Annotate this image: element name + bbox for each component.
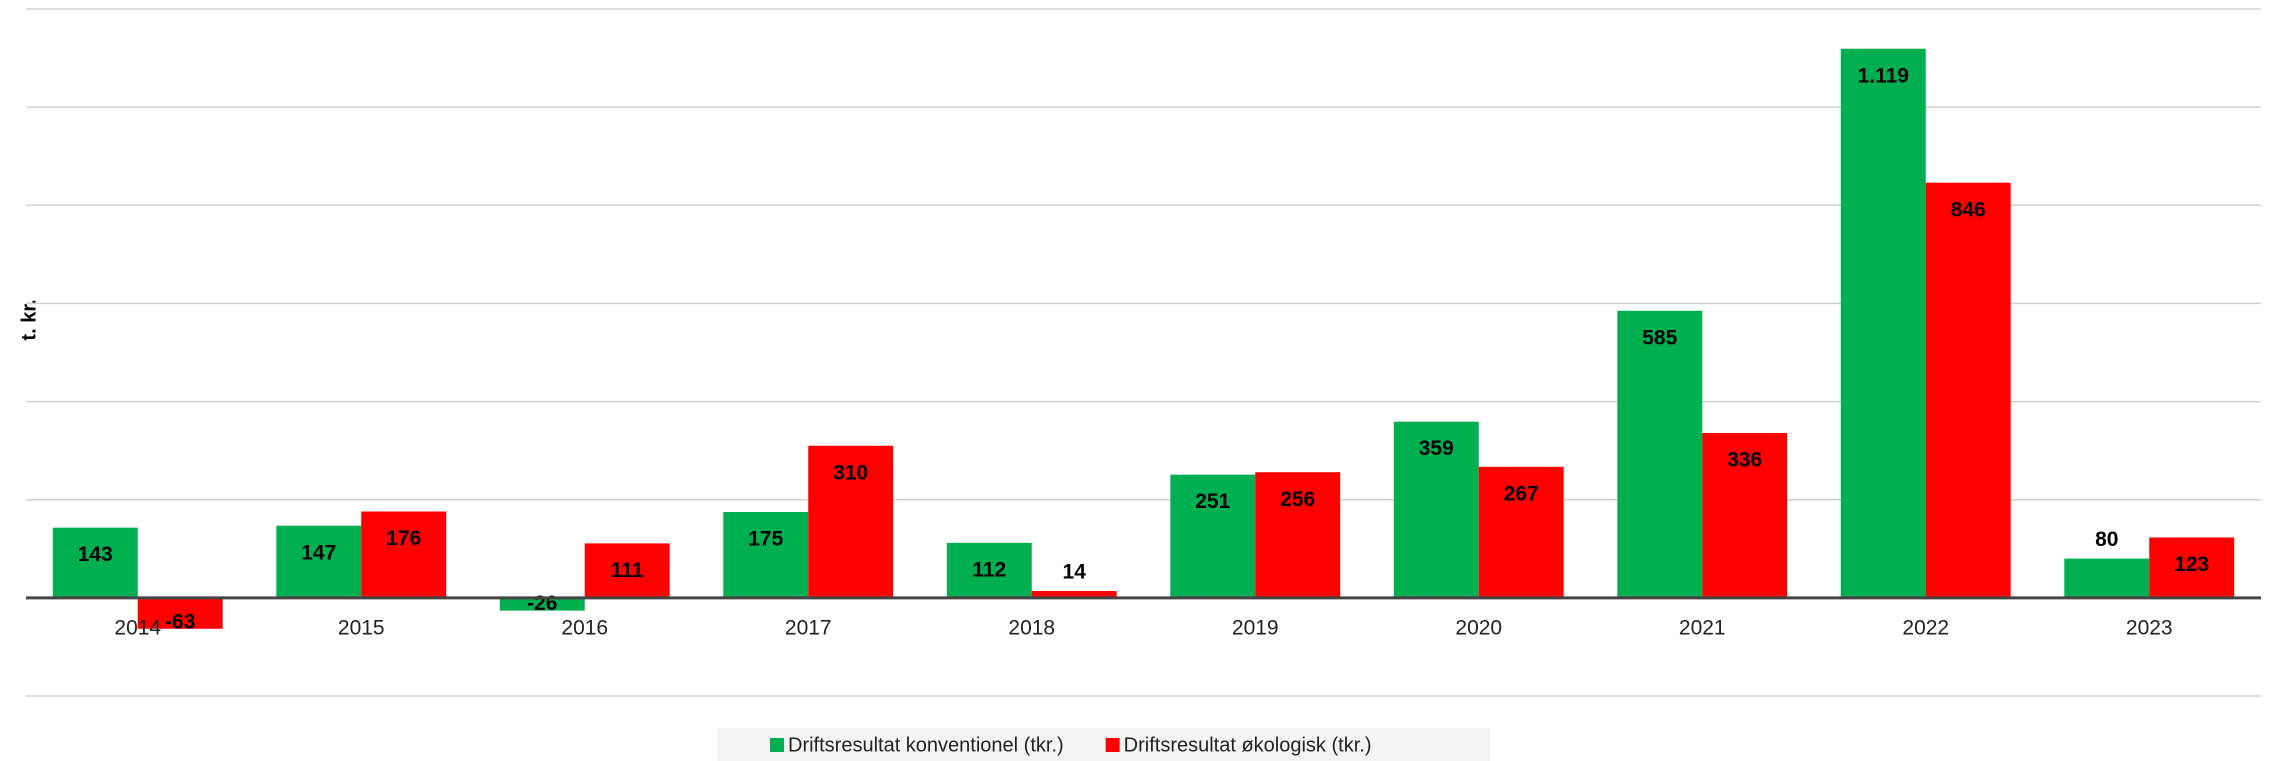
value-label: 336 (1727, 449, 1762, 472)
value-label: 175 (748, 528, 783, 551)
bar (276, 525, 362, 598)
value-label: 112 (972, 558, 1006, 581)
value-label: 310 (833, 461, 868, 484)
bar (2064, 558, 2150, 598)
x-tick-label: 2021 (1679, 617, 1726, 640)
value-label: 846 (1951, 198, 1986, 221)
bar (1617, 310, 1703, 598)
x-tick-label: 2017 (785, 617, 832, 640)
bar (808, 445, 894, 598)
value-label: 111 (611, 559, 644, 582)
bar (1702, 432, 1788, 598)
value-label: -26 (527, 592, 557, 615)
bar (1925, 182, 2011, 598)
value-label: 143 (78, 543, 113, 566)
bar (52, 527, 138, 598)
bar (1170, 474, 1256, 598)
bar (2149, 537, 2235, 598)
x-tick-label: 2019 (1232, 617, 1279, 640)
bar (1478, 466, 1564, 598)
value-label: -63 (165, 610, 195, 633)
legend-swatch (1105, 738, 1120, 752)
bar (137, 597, 223, 629)
value-label: 256 (1280, 488, 1315, 511)
legend-swatch (770, 738, 784, 752)
y-axis-label: t. kr. (18, 299, 40, 340)
value-label: 585 (1642, 326, 1677, 349)
x-tick-label: 2022 (1902, 617, 1949, 640)
x-tick-label: 2020 (1455, 617, 1502, 640)
value-label: 267 (1504, 482, 1539, 505)
x-tick-label: 2014 (114, 617, 161, 640)
bar (361, 511, 447, 598)
legend-label: Driftsresultat konventionel (tkr.) (788, 734, 1064, 756)
legend-label: Driftsresultat økologisk (tkr.) (1124, 734, 1372, 756)
value-label: 14 (1063, 561, 1087, 584)
bar (1840, 48, 1926, 598)
bar (584, 543, 670, 598)
bar (499, 597, 585, 611)
x-tick-label: 2016 (561, 617, 608, 640)
x-tick-label: 2015 (338, 617, 385, 640)
bar (1393, 421, 1479, 598)
x-tick-label: 2023 (2126, 617, 2173, 640)
bar (1031, 590, 1117, 598)
value-label: 123 (2174, 553, 2209, 576)
x-tick-label: 2018 (1008, 617, 1055, 640)
value-label: 80 (2095, 528, 2118, 551)
bar (723, 511, 809, 598)
value-label: 251 (1195, 490, 1230, 513)
value-label: 1.119 (1858, 64, 1909, 87)
value-label: 176 (386, 527, 421, 550)
bar (946, 542, 1032, 598)
value-label: 359 (1419, 437, 1454, 460)
legend-box (717, 728, 1490, 761)
bar (1255, 472, 1341, 598)
value-label: 147 (301, 541, 336, 564)
